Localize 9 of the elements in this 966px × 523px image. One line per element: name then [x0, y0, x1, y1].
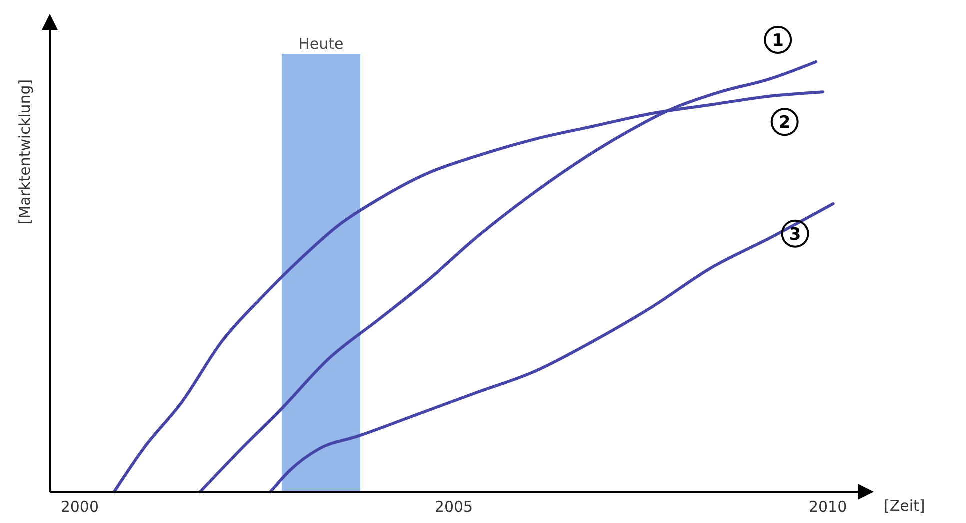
x-tick-label: 2005: [434, 498, 474, 516]
series-label: 1: [772, 31, 784, 51]
band-label: Heute: [298, 35, 344, 53]
x-axis-title: [Zeit]: [884, 497, 926, 515]
x-tick-label: 2000: [60, 498, 100, 516]
series-label: 2: [778, 113, 791, 134]
series-label: 3: [789, 224, 802, 245]
x-tick-label: 2010: [808, 498, 848, 516]
y-axis-title: [Marktentwicklung]: [16, 79, 34, 225]
